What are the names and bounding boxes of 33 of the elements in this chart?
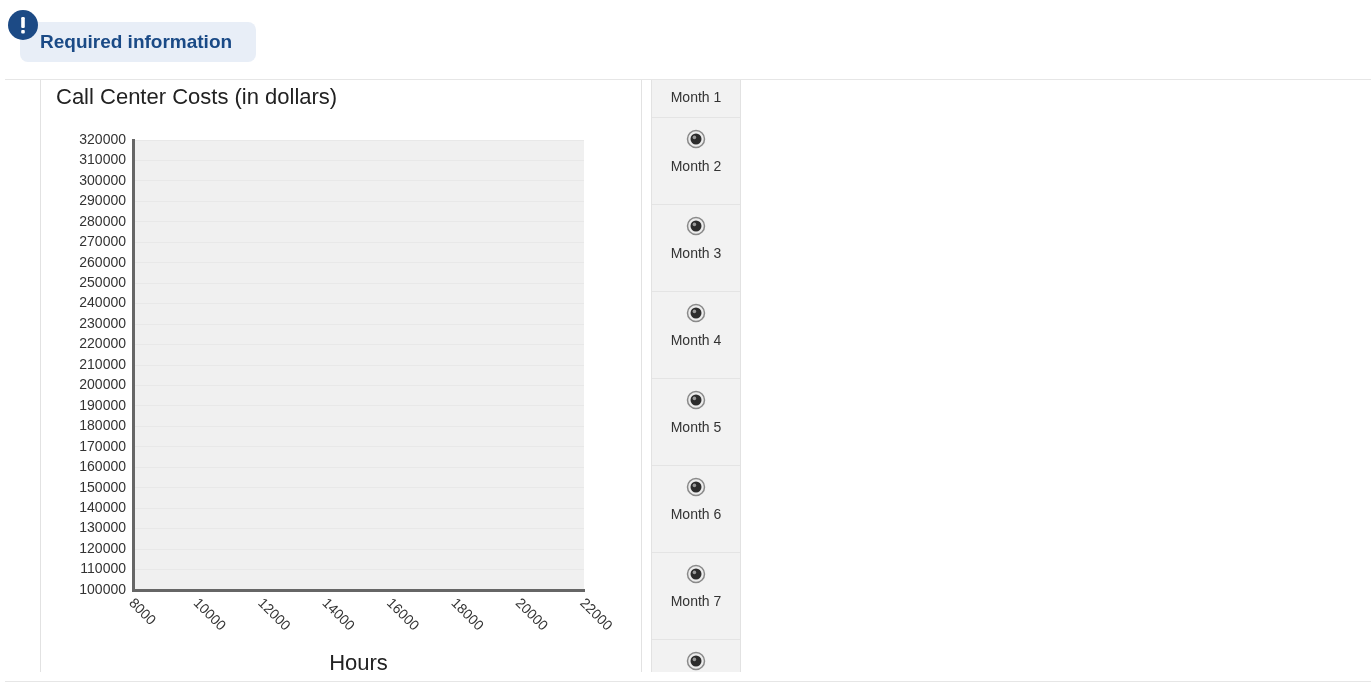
chart-title: Call Center Costs (in dollars) — [56, 84, 338, 110]
y-tick-label: 120000 — [79, 539, 127, 556]
y-tick-label: 150000 — [79, 478, 127, 495]
y-tick-label: 140000 — [79, 499, 127, 516]
y-tick-label: 130000 — [79, 519, 127, 536]
text: Month 7 — [669, 593, 723, 609]
y-tick-label: 220000 — [79, 335, 127, 352]
y-tick-label: 100000 — [79, 580, 127, 597]
text: Month 5 — [669, 419, 723, 435]
y-tick-label: 310000 — [79, 151, 127, 168]
text: Month 1 — [669, 89, 723, 105]
y-tick-label: 270000 — [79, 233, 127, 250]
y-tick-label: 210000 — [79, 355, 127, 372]
y-tick-label: 320000 — [79, 130, 127, 147]
y-tick-label: 230000 — [79, 314, 127, 331]
y-tick-label: 260000 — [79, 253, 127, 270]
text: Required information — [40, 31, 233, 53]
y-tick-label: 110000 — [80, 560, 127, 577]
y-tick-label: 190000 — [79, 396, 127, 413]
y-tick-label: 250000 — [79, 274, 127, 291]
text: Month 4 — [669, 332, 723, 348]
y-tick-label: 240000 — [79, 294, 127, 311]
y-tick-label: 180000 — [79, 417, 127, 434]
x-axis-title: Hours — [328, 650, 389, 676]
text: Month 2 — [669, 158, 723, 174]
y-tick-label: 280000 — [79, 212, 127, 229]
y-tick-label: 170000 — [79, 437, 127, 454]
text: Month 3 — [669, 245, 723, 261]
y-tick-label: 290000 — [79, 192, 127, 209]
y-tick-label: 300000 — [79, 171, 127, 188]
y-tick-label: 200000 — [79, 376, 127, 393]
text: Month 6 — [669, 506, 723, 522]
y-tick-label: 160000 — [79, 458, 127, 475]
